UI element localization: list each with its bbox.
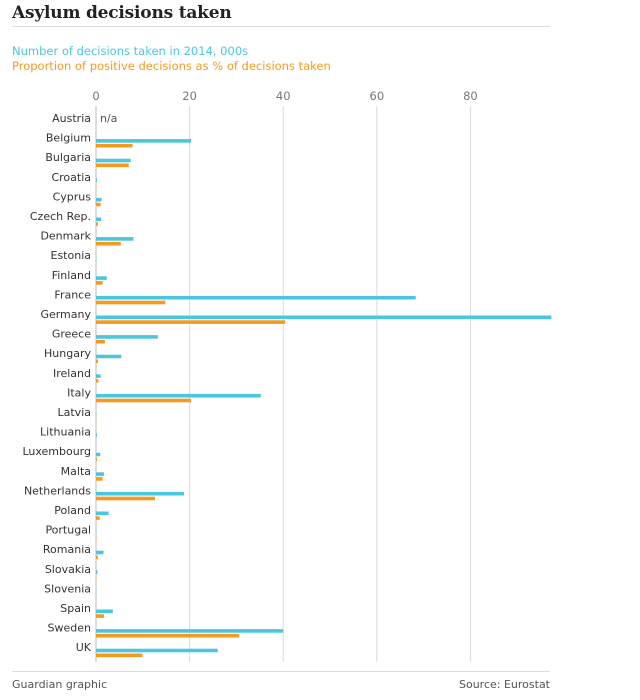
bar-series-2	[96, 143, 133, 148]
bar-series-1	[96, 491, 184, 496]
category-label: Luxembourg	[22, 445, 91, 458]
bar-series-1	[96, 609, 113, 614]
category-label: Latvia	[58, 406, 92, 419]
category-label: Cyprus	[53, 190, 92, 203]
bar-series-1	[96, 472, 104, 476]
legend-series-1: Number of decisions taken in 2014, 000s	[12, 44, 249, 58]
category-label: France	[54, 288, 91, 301]
bar-series-2	[96, 653, 143, 658]
category-label: Czech Rep.	[30, 210, 91, 223]
category-label: Slovakia	[45, 563, 91, 576]
bar-series-2	[96, 222, 98, 226]
bar-series-1	[96, 354, 122, 359]
bar-series-1	[96, 374, 101, 378]
bar-series-2	[96, 496, 155, 501]
bar-series-2	[96, 320, 286, 324]
category-label: Austria	[52, 112, 91, 125]
category-label: Germany	[40, 308, 91, 321]
bar-series-2	[96, 633, 240, 638]
bar-series-2	[96, 457, 97, 462]
category-label: Spain	[60, 602, 91, 615]
bar-series-1	[96, 511, 109, 516]
x-tick-label: 40	[276, 89, 291, 103]
bar-series-1	[96, 276, 107, 280]
bar-series-2	[96, 398, 192, 403]
footer-divider	[12, 671, 550, 672]
category-label: Sweden	[48, 622, 91, 635]
bar-series-1	[96, 570, 98, 574]
bar-series-2	[96, 241, 121, 246]
category-label: Greece	[52, 328, 91, 341]
bar-series-1	[96, 139, 192, 143]
x-tick-label: 20	[182, 89, 197, 103]
bar-series-2	[96, 555, 98, 560]
legend-series-2: Proportion of positive decisions as % of…	[12, 59, 331, 73]
bar-series-1	[96, 295, 416, 300]
bar-series-2	[96, 300, 166, 305]
category-label: Malta	[61, 465, 91, 478]
category-label: Belgium	[46, 132, 91, 145]
category-label: Lithuania	[40, 426, 91, 439]
category-label: Portugal	[45, 524, 91, 537]
bar-series-1	[96, 158, 131, 163]
category-label: Croatia	[51, 171, 91, 184]
bar-series-1	[96, 197, 102, 202]
bar-series-1	[96, 217, 102, 222]
bar-series-1	[96, 452, 101, 457]
x-tick-label: 60	[370, 89, 385, 103]
bar-series-1	[96, 648, 218, 653]
bar-series-2	[96, 359, 98, 364]
title-divider	[12, 26, 550, 27]
category-label: Finland	[52, 269, 91, 282]
category-label: Ireland	[53, 367, 91, 380]
bar-series-1	[96, 178, 97, 182]
category-label: Poland	[54, 504, 91, 517]
source-text: Source: Eurostat	[458, 678, 550, 691]
category-label: UK	[76, 641, 92, 654]
bar-series-2	[96, 163, 129, 168]
category-label: Italy	[67, 386, 91, 399]
bar-series-2	[96, 614, 104, 618]
bar-series-2	[96, 516, 100, 520]
bar-series-1	[96, 550, 104, 555]
category-label: Bulgaria	[45, 151, 91, 164]
bar-series-2	[96, 379, 99, 383]
bar-series-1	[96, 393, 261, 398]
category-label: Romania	[43, 543, 91, 556]
category-label: Estonia	[51, 249, 92, 262]
bar-series-2	[96, 339, 105, 344]
bar-series-1	[96, 433, 97, 437]
bar-series-1	[96, 237, 134, 241]
category-label: Hungary	[44, 347, 91, 360]
bar-series-2	[96, 281, 103, 285]
bar-series-1	[96, 629, 284, 633]
category-label: Netherlands	[24, 484, 91, 497]
bar-series-2	[96, 202, 101, 207]
credit-text: Guardian graphic	[12, 678, 108, 691]
bar-series-1	[96, 335, 158, 339]
x-tick-label: 0	[92, 89, 99, 103]
category-label: Denmark	[40, 230, 91, 243]
x-tick-label: 80	[463, 89, 478, 103]
chart-title: Asylum decisions taken	[12, 3, 232, 23]
bar-series-2	[96, 477, 103, 481]
bar-series-1	[96, 315, 552, 320]
category-label: Slovenia	[44, 582, 91, 595]
annotation-na: n/a	[100, 112, 117, 125]
